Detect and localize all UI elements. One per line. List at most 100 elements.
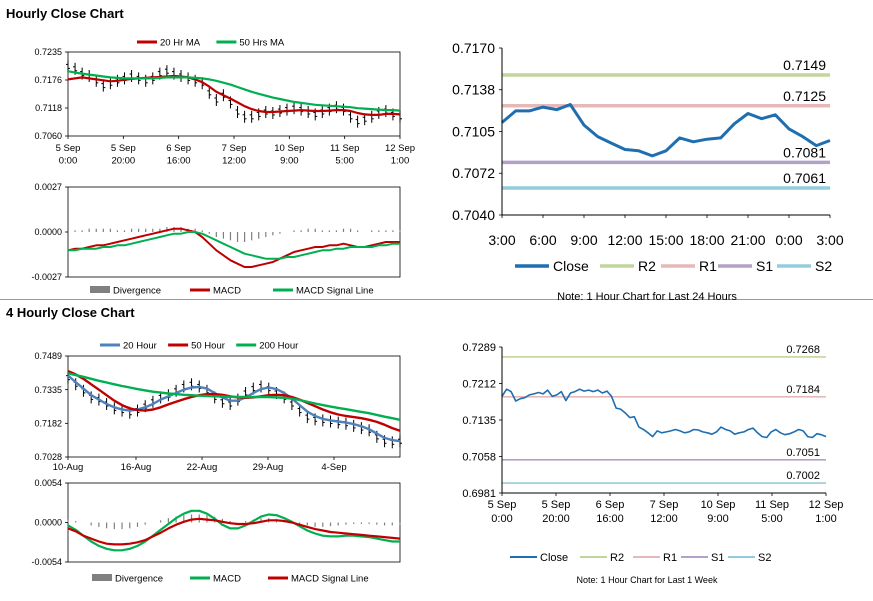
section-divider: [0, 299, 873, 300]
hourly-price-legend-label: 20 Hr MA: [160, 38, 201, 49]
four-hourly-week-xtick-label: 12 Sep: [809, 499, 844, 511]
hourly-price-xtick-label: 7 Sep: [222, 143, 247, 154]
hourly-24h-xtick-label: 21:00: [730, 232, 765, 248]
hourly-macd-ytick-label: 0.0000: [34, 227, 62, 237]
four-hourly-price-ytick-label: 0.7335: [34, 385, 62, 395]
four-hourly-macd-ytick-label: -0.0054: [31, 557, 62, 567]
hourly-24h-xtick-label: 3:00: [816, 232, 843, 248]
hourly-price-xtick-label: 0:00: [59, 156, 78, 167]
four-hourly-price-ytick-label: 0.7182: [34, 418, 62, 428]
four-hourly-macd-ytick-label: 0.0000: [34, 518, 62, 528]
four-hourly-week-xtick-label: 6 Sep: [596, 499, 625, 511]
four-hourly-price-frame: [67, 355, 401, 458]
hourly-price-line-50-hrs-ma: [67, 70, 401, 112]
four-hourly-price-line-200-hour: [67, 372, 401, 421]
four-hourly-macd-legend-label: MACD: [213, 574, 241, 585]
four-hourly-week-xtick-label: 5:00: [761, 513, 782, 525]
hourly-macd-ytick-label: -0.0027: [31, 272, 62, 282]
four-hourly-week-level-label: 0.7184: [786, 384, 820, 396]
hourly-24h-xtick-label: 0:00: [775, 232, 802, 248]
hourly-macd-legend-label: MACD Signal Line: [296, 286, 374, 297]
four-hourly-price-xtick-label: 10-Aug: [53, 462, 84, 473]
four-hourly-week-close-line: [501, 388, 827, 439]
hourly-24h-legend-label: S1: [756, 258, 773, 274]
hourly-24h-ytick-label: 0.7170: [452, 40, 495, 56]
hourly-price-legend-label: 50 Hrs MA: [239, 38, 285, 49]
hourly-24h-xtick-label: 18:00: [689, 232, 724, 248]
hourly-24h-ytick-label: 0.7138: [452, 82, 495, 98]
hourly-macd-legend-swatch: [90, 286, 110, 293]
hourly-24h-note: Note: 1 Hour Chart for Last 24 Hours: [557, 291, 737, 303]
hourly-price-xtick-label: 5 Sep: [111, 143, 136, 154]
hourly-24h-xtick-label: 15:00: [648, 232, 683, 248]
four-hourly-week-ytick-label: 0.7058: [462, 451, 496, 463]
hourly-24h-ytick-label: 0.7040: [452, 207, 495, 223]
four-hourly-week-ytick-label: 0.7212: [462, 378, 496, 390]
four-hourly-price-xtick-label: 29-Aug: [253, 462, 284, 473]
hourly-price-xtick-label: 5 Sep: [56, 143, 81, 154]
four-hourly-week-xtick-label: 5 Sep: [542, 499, 571, 511]
four-hourly-week-xtick-label: 12:00: [650, 513, 678, 525]
hourly-macd-legend-label: MACD: [213, 286, 241, 297]
hourly-macd-line-macd: [67, 227, 400, 268]
hourly-price-frame: [67, 51, 401, 137]
hourly-24h-ytick-label: 0.7072: [452, 165, 495, 181]
hourly-price-ytick-label: 0.7060: [34, 131, 62, 141]
four-hourly-week-note: Note: 1 Hour Chart for Last 1 Week: [577, 575, 718, 585]
four-hourly-macd-line-macd: [67, 509, 400, 552]
four-hourly-macd-legend-swatch: [92, 574, 112, 581]
four-hourly-week-legend-label: Close: [540, 552, 568, 564]
hourly-price-xtick-label: 10 Sep: [274, 143, 304, 154]
four-hourly-week-xtick-label: 5 Sep: [488, 499, 517, 511]
four-hourly-week-level-label: 0.7051: [786, 447, 820, 459]
hourly-24h-level-label: 0.7125: [783, 88, 826, 104]
four-hourly-week-legend-label: R2: [610, 552, 624, 564]
four-hourly-week-xtick-label: 7 Sep: [650, 499, 679, 511]
four-hourly-week-xtick-label: 9:00: [707, 513, 728, 525]
four-hourly-macd-ytick-label: 0.0054: [34, 478, 62, 488]
four-hourly-week-level-label: 0.7268: [786, 344, 820, 356]
four-hourly-week-ytick-label: 0.7289: [462, 342, 496, 354]
hourly-price-xtick-label: 11 Sep: [330, 143, 359, 154]
hourly-price-ytick-label: 0.7176: [34, 75, 62, 85]
four-hourly-week-xtick-label: 11 Sep: [755, 499, 789, 511]
hourly-24h-legend-label: R2: [638, 258, 656, 274]
hourly-price-xtick-label: 16:00: [167, 156, 191, 167]
hourly-macd-ytick-label: 0.0027: [34, 182, 62, 192]
hourly-macd-line-macd-signal-line: [68, 231, 400, 260]
four-hourly-week-xtick-label: 10 Sep: [701, 499, 736, 511]
hourly-section-title: Hourly Close Chart: [6, 6, 124, 21]
hourly-24h-level-label: 0.7061: [783, 170, 826, 186]
hourly-price-xtick-label: 12 Sep: [385, 143, 415, 154]
four-hourly-price-xtick-label: 4-Sep: [321, 462, 346, 473]
four-hourly-price-ytick-label: 0.7028: [34, 452, 62, 462]
four-hourly-section-title: 4 Hourly Close Chart: [6, 305, 135, 320]
four-hourly-week-xtick-label: 16:00: [596, 513, 624, 525]
hourly-macd-legend-label: Divergence: [113, 286, 161, 297]
four-hourly-price-ytick-label: 0.7489: [34, 351, 62, 361]
four-hourly-week-legend-label: R1: [663, 552, 677, 564]
four-hourly-price-xtick-label: 22-Aug: [187, 462, 218, 473]
hourly-24h-level-label: 0.7149: [783, 57, 826, 73]
four-hourly-week-xtick-label: 20:00: [542, 513, 570, 525]
hourly-24h-xtick-label: 6:00: [529, 232, 556, 248]
four-hourly-price-xtick-label: 16-Aug: [121, 462, 152, 473]
four-hourly-macd-line-macd-signal-line: [67, 517, 401, 546]
hourly-24h-legend-label: Close: [553, 258, 589, 274]
hourly-price-ytick-label: 0.7118: [35, 103, 62, 113]
four-hourly-week-legend-label: S2: [758, 552, 771, 564]
four-hourly-week-xtick-label: 1:00: [815, 513, 836, 525]
hourly-price-xtick-label: 9:00: [280, 156, 299, 167]
four-hourly-week-legend-label: S1: [711, 552, 724, 564]
hourly-price-xtick-label: 20:00: [111, 156, 135, 167]
hourly-price-xtick-label: 5:00: [335, 156, 354, 167]
four-hourly-price-legend-label: 20 Hour: [123, 341, 157, 352]
four-hourly-week-level-label: 0.7002: [786, 470, 820, 482]
hourly-24h-xtick-label: 3:00: [488, 232, 515, 248]
hourly-24h-xtick-label: 12:00: [607, 232, 642, 248]
hourly-24h-ytick-label: 0.7105: [452, 123, 495, 139]
four-hourly-week-xtick-label: 0:00: [491, 513, 512, 525]
hourly-24h-level-label: 0.7081: [783, 144, 826, 160]
hourly-24h-legend-label: R1: [699, 258, 717, 274]
